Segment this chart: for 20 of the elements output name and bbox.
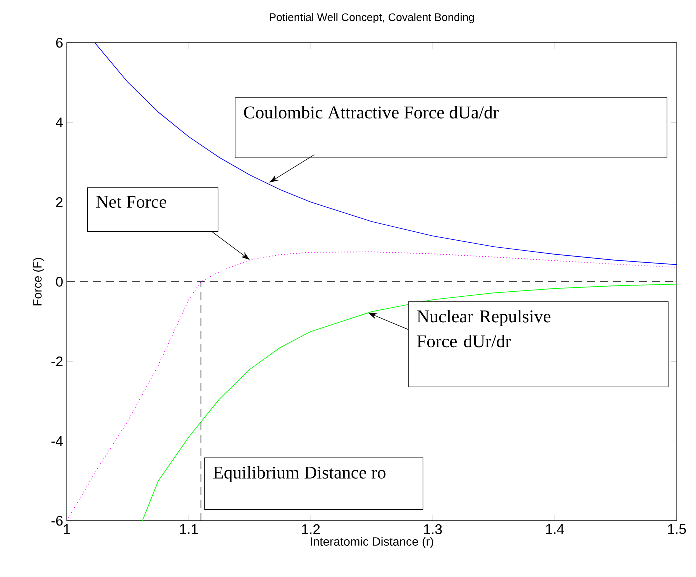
y-tick-label: 2 bbox=[56, 197, 63, 208]
x-tick-label: 1.5 bbox=[668, 524, 686, 534]
y-tick-label: 4 bbox=[56, 118, 64, 128]
x-tick-label: 1.4 bbox=[546, 524, 564, 534]
y-tick-label: -2 bbox=[52, 356, 63, 367]
annotation: Nuclear Repulsive Force dUr/dr bbox=[417, 310, 551, 348]
y-tick-label: -6 bbox=[52, 516, 63, 526]
annotation: Equilibrium Distance ro bbox=[214, 466, 386, 483]
x-tick-label: 1.1 bbox=[180, 524, 198, 534]
x-tick-label: 1.2 bbox=[302, 524, 320, 534]
x-tick-label: 1.3 bbox=[424, 524, 442, 534]
chart-title: Potiential Well Concept, Covalent Bonding bbox=[270, 13, 474, 24]
annotation: Coulombic Attractive Force dUa/dr bbox=[244, 106, 499, 119]
x-tick-label: 1 bbox=[64, 524, 70, 534]
y-tick-label: 6 bbox=[56, 38, 63, 48]
y-tick-label: -4 bbox=[52, 436, 64, 446]
y-tick-label: 0 bbox=[56, 277, 63, 287]
annotation: Net Force bbox=[96, 196, 167, 208]
x-axis-title: Interatomic Distance (r) bbox=[310, 537, 434, 548]
y-axis-title: Force (F) bbox=[33, 258, 44, 306]
